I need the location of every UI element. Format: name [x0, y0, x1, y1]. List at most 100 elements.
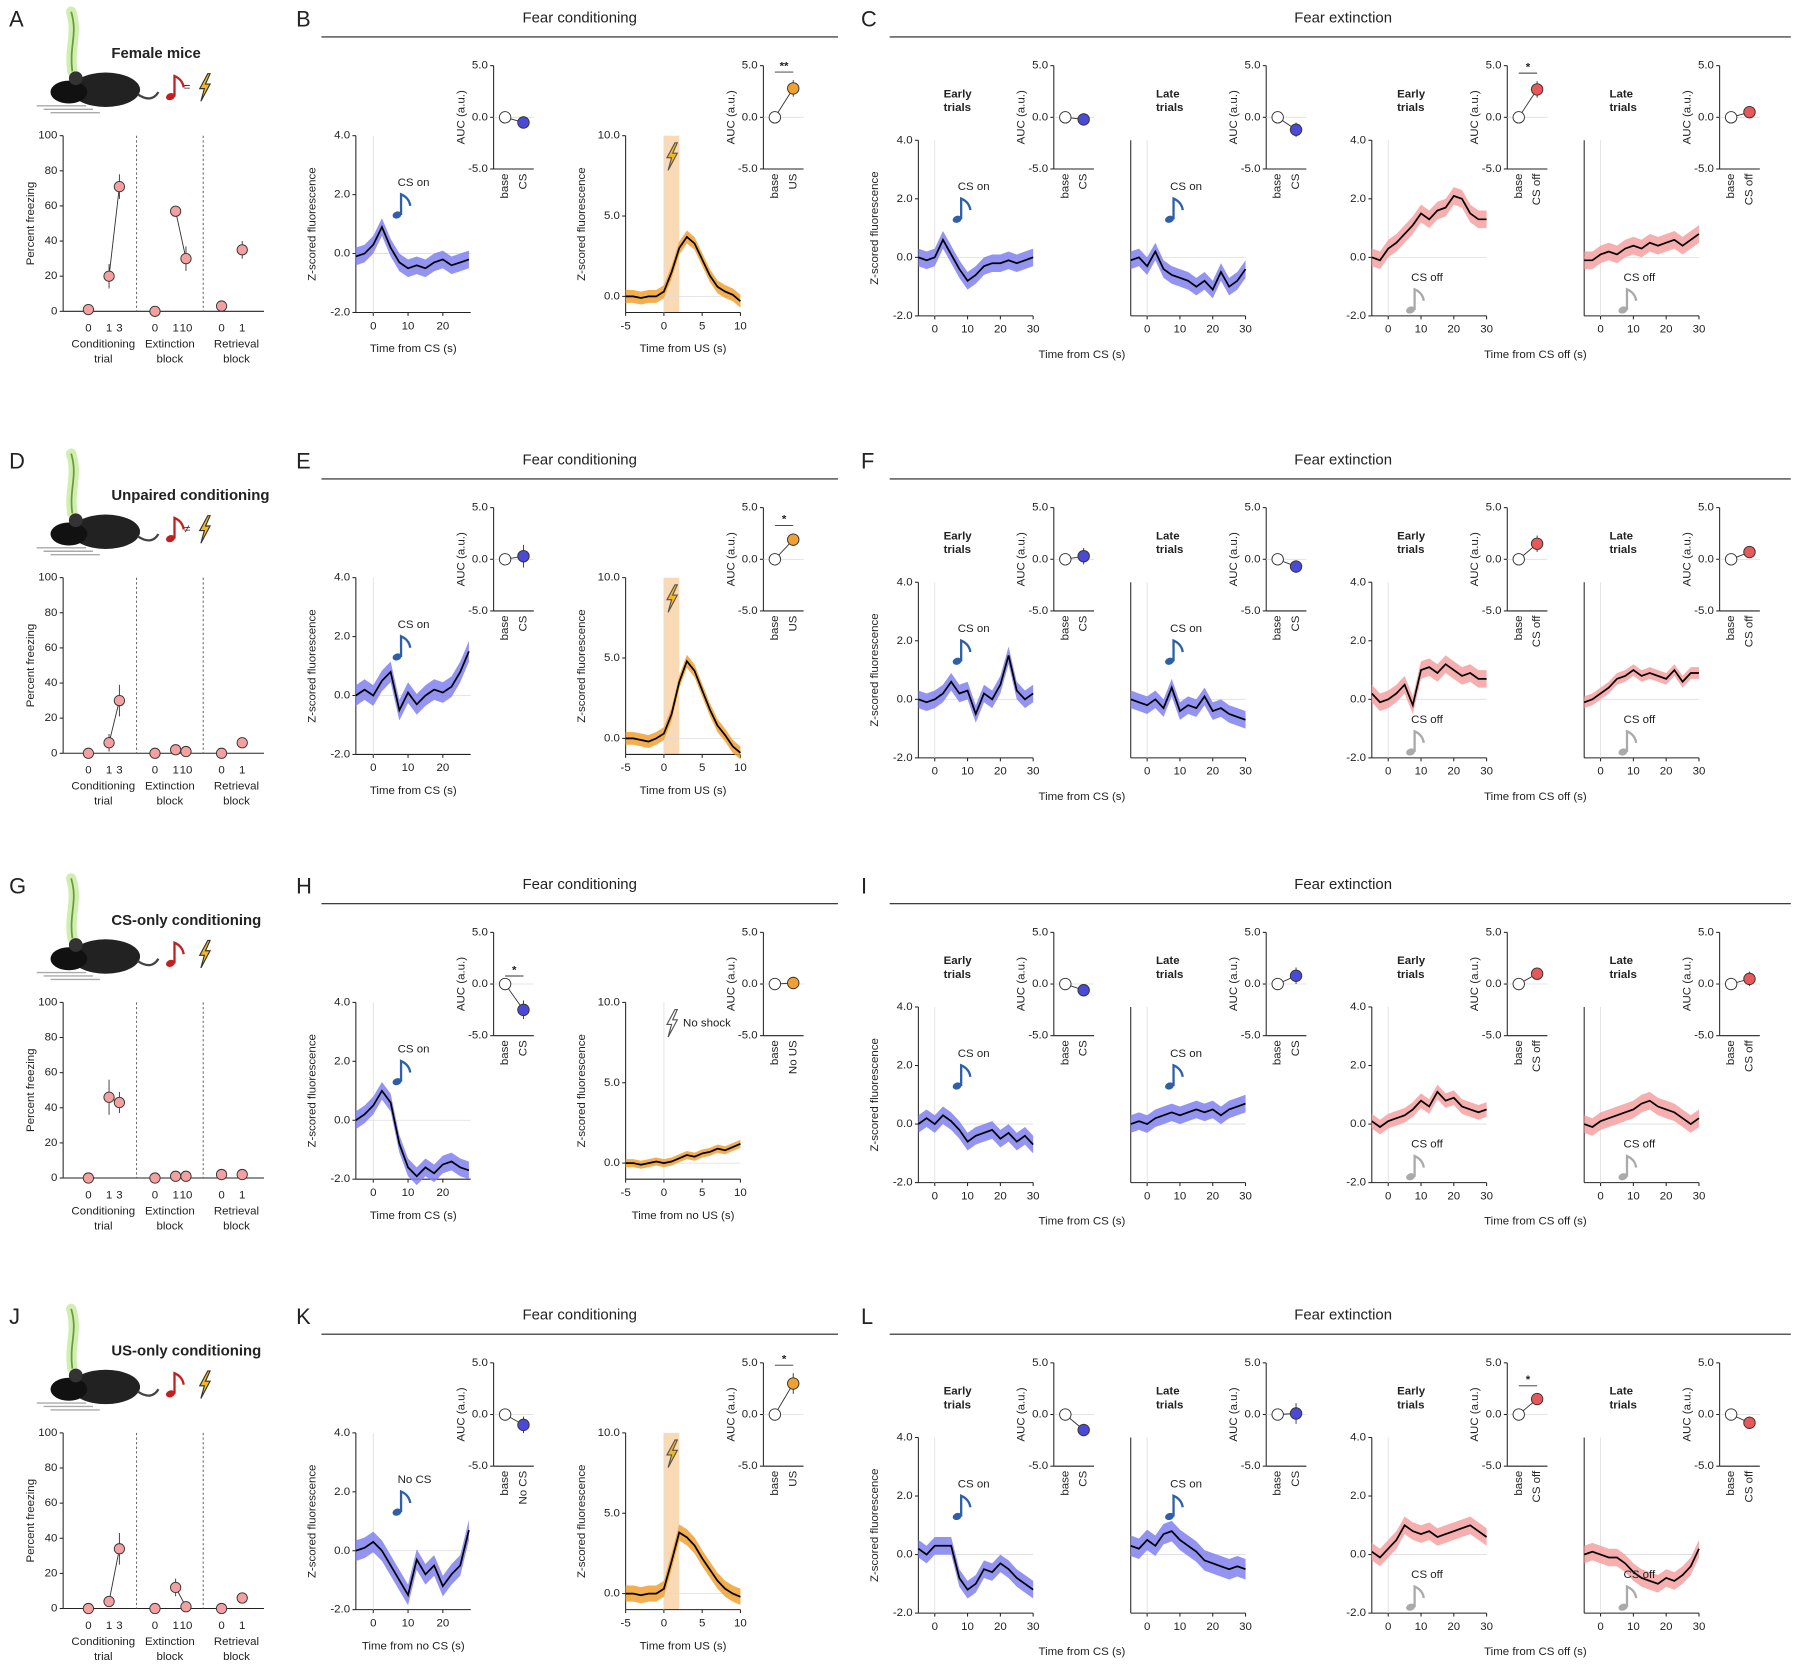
sem-band	[1371, 655, 1487, 714]
significance: **	[780, 60, 789, 72]
x-tick-label: 10	[402, 320, 415, 332]
point	[103, 270, 115, 282]
note-head	[165, 93, 175, 101]
y-axis-label: Z-scored fluorescence	[869, 613, 881, 726]
point	[113, 1543, 126, 1555]
x-tick-label: 10	[734, 1617, 747, 1629]
y-tick-label: 4.0	[897, 134, 913, 146]
y-tick-label: -5.0	[738, 1030, 758, 1042]
note-icon	[1413, 1584, 1425, 1608]
x-tick-label: CS	[1290, 173, 1302, 189]
y-tick-label: 2.0	[897, 1490, 913, 1502]
trace	[918, 655, 1034, 717]
y-axis-label: AUC (a.u.)	[725, 90, 737, 144]
panel-letter: A	[9, 7, 24, 32]
trace	[625, 235, 741, 302]
x-tick-label: CS	[1078, 615, 1090, 631]
model-label: CS-only conditioning	[111, 912, 261, 929]
y-tick-label: 4.0	[334, 1427, 350, 1439]
y-axis-label: AUC (a.u.)	[1469, 1387, 1481, 1441]
y-tick-label: -5.0	[1482, 605, 1502, 617]
y-axis-label: Z-scored fluorescence	[576, 609, 588, 722]
x-tick-label: 10	[1174, 1621, 1187, 1633]
note-icon	[960, 1063, 972, 1086]
sem-band	[918, 1106, 1034, 1154]
x-tick-label: -5	[621, 1617, 631, 1629]
point	[1530, 967, 1544, 980]
y-tick-label: -5.0	[738, 1460, 758, 1472]
y-tick-label: -5.0	[1028, 605, 1048, 617]
panel-label: Early	[944, 955, 973, 967]
x-tick-label: base	[769, 1471, 781, 1496]
note-icon	[399, 634, 412, 657]
y-tick-label: -5.0	[1028, 1030, 1048, 1042]
y-tick-label: -5.0	[1694, 1030, 1714, 1042]
section-title: Fear extinction	[1294, 451, 1392, 468]
trace	[918, 237, 1034, 282]
y-tick-label: 40	[45, 677, 58, 689]
y-tick-label: 60	[45, 642, 58, 654]
x-tick-label: 30	[1239, 1621, 1252, 1633]
y-tick-label: 0.0	[1350, 1549, 1366, 1561]
point	[236, 1168, 248, 1181]
x-tick-label: 3	[116, 1620, 122, 1632]
x-tick-label: base	[1513, 1040, 1525, 1065]
y-tick-label: -5.0	[1482, 1030, 1502, 1042]
x-tick-label: CS off	[1531, 1039, 1543, 1071]
annotation: CS off	[1411, 1139, 1443, 1151]
sem-band	[918, 1537, 1034, 1599]
y-axis-label: Z-scored fluorescence	[869, 1038, 881, 1151]
mouse-ear	[68, 1368, 83, 1383]
panel-label: Early	[1397, 530, 1426, 542]
note-icon	[1625, 287, 1638, 311]
x-tick-label: 20	[1660, 324, 1673, 336]
annotation: CS on	[398, 619, 430, 631]
x-tick-label: 0	[152, 765, 158, 777]
y-tick-label: -5.0	[1241, 1460, 1261, 1472]
y-tick-label: 5.0	[742, 502, 758, 514]
note-head	[1618, 1173, 1628, 1181]
panel-label: Late	[1156, 530, 1180, 542]
panel-letter: L	[861, 1304, 873, 1329]
group-label: Conditioning	[71, 781, 135, 793]
point	[1743, 1416, 1756, 1429]
y-axis-label: AUC (a.u.)	[725, 957, 737, 1011]
mouse-body	[71, 1369, 141, 1405]
trace	[1371, 1090, 1487, 1129]
lightning-icon	[666, 142, 679, 171]
mouse-body	[71, 514, 141, 549]
trace	[355, 224, 470, 270]
note-head	[1406, 1173, 1416, 1181]
x-tick-label: 20	[994, 766, 1007, 778]
y-tick-label: 10.0	[598, 1427, 620, 1439]
annotation: CS on	[398, 177, 430, 189]
y-axis-label: Percent freezing	[25, 1048, 37, 1132]
group-label: Retrieval	[214, 1205, 259, 1217]
y-tick-label: 0.0	[334, 1114, 350, 1126]
annotation: No CS	[398, 1474, 432, 1486]
y-tick-label: 0.0	[1245, 1409, 1261, 1421]
x-tick-label: 10	[180, 323, 193, 335]
y-tick-label: 5.0	[604, 210, 620, 222]
panel-label: trials	[1397, 544, 1424, 556]
note-head	[392, 1508, 402, 1516]
point	[517, 1003, 530, 1017]
x-tick-label: CS	[518, 615, 530, 631]
panel-label: Late	[1609, 530, 1633, 542]
note-icon	[1172, 1063, 1184, 1086]
point	[215, 1168, 228, 1181]
x-tick-label: 1	[106, 1189, 112, 1201]
x-tick-label: 0	[1144, 766, 1150, 778]
y-tick-label: -2.0	[893, 1177, 913, 1189]
y-tick-label: 0.0	[742, 1409, 758, 1421]
sem-band	[355, 218, 469, 278]
y-tick-label: 5.0	[472, 60, 488, 72]
lightning-icon	[666, 584, 679, 613]
panel-label: trials	[1609, 1399, 1636, 1411]
group-label: block	[157, 354, 184, 366]
point	[215, 747, 228, 759]
y-tick-label: 0.0	[334, 690, 350, 702]
point	[170, 205, 182, 217]
panel-letter: H	[296, 873, 312, 898]
